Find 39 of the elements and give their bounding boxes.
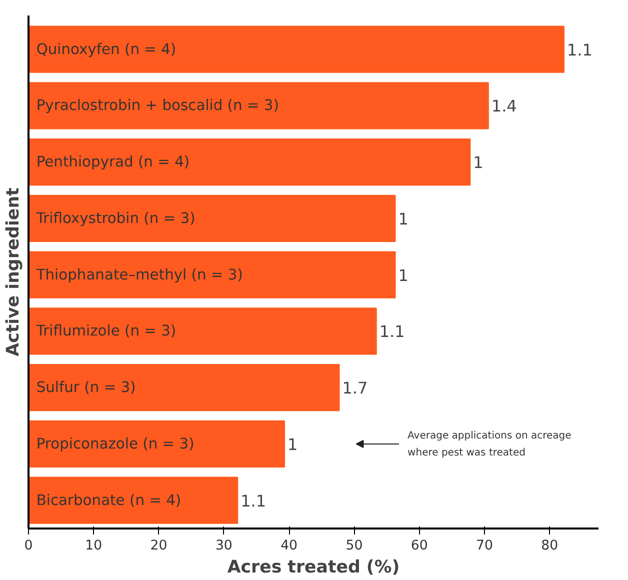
bar (28, 251, 396, 298)
annotation: 1 (398, 266, 408, 285)
bar (28, 364, 340, 412)
annotation: 1.7 (342, 378, 368, 398)
annotation: Average applications on acreage where pest was treated (408, 430, 572, 458)
x-tick-label: 20 (150, 538, 168, 554)
y-tick-label: Pyraclostrobin + boscalid (n = 3) (36, 97, 279, 114)
y-tick-label: Penthiopyrad (n = 4) (36, 154, 190, 171)
x-tick-label: 40 (280, 538, 298, 554)
y-tick-label: Triflumizole (n = 3) (35, 322, 176, 340)
y-tick-label: Thiophanate–methyl (n = 3) (35, 266, 243, 284)
y-tick-label: Bicarbonate (n = 4) (36, 492, 182, 509)
bar (28, 82, 489, 130)
x-axis-title: Acres treated (%) (227, 558, 400, 578)
x-tick-label: 80 (541, 538, 558, 554)
y-tick-label: Trifloxystrobin (n = 3) (35, 210, 196, 227)
annotation: 1.1 (566, 40, 592, 60)
annotation: 1 (288, 434, 298, 454)
bar (28, 476, 238, 524)
bar (28, 194, 396, 242)
x-tick-label: 70 (476, 538, 493, 554)
x-tick-label: 50 (346, 538, 363, 554)
bar (28, 420, 286, 468)
x-tick-label: 30 (215, 538, 232, 554)
annotation: 1 (398, 209, 408, 228)
bar (28, 138, 471, 186)
y-axis-title: Active ingredient (4, 188, 24, 356)
bar (28, 308, 377, 355)
x-tick-label: 60 (410, 538, 428, 554)
annotation: 1.1 (240, 491, 266, 510)
annotation: 1 (473, 153, 484, 172)
y-tick-label: Propiconazole (n = 3) (36, 435, 194, 452)
annotation: 1.4 (491, 96, 517, 116)
x-tick-label: 0 (24, 538, 33, 554)
x-tick-label: 10 (85, 538, 102, 554)
y-tick-label: Sulfur (n = 3) (36, 379, 136, 396)
bar (28, 26, 564, 73)
y-tick-label: Quinoxyfen (n = 4) (36, 40, 176, 58)
annotation: 1.1 (379, 322, 405, 342)
